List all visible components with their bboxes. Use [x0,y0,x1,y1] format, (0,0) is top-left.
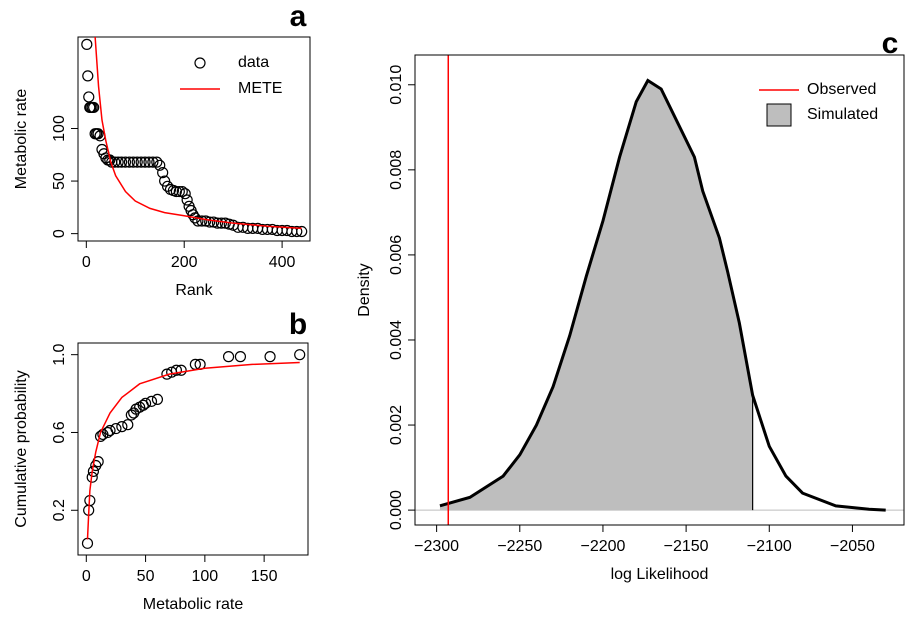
x-tick-label: −2200 [580,538,625,555]
data-point [215,217,228,229]
density-line [439,78,886,512]
data-point [175,364,187,376]
data-point [104,424,116,437]
x-tick-label: 400 [269,254,296,271]
data-point [291,225,303,238]
x-tick-label: 150 [251,568,278,585]
data-point [145,395,158,407]
data-point [139,156,151,168]
data-point [161,180,174,192]
plot-box [77,342,309,556]
data-point [92,456,104,468]
data-point [196,215,208,227]
data-point [296,225,308,238]
data-point [147,156,159,168]
data-point [176,185,188,198]
data-point [119,156,132,168]
data-point [131,156,143,168]
x-tick-label: −2300 [414,538,459,555]
panel-label: a [290,0,307,33]
x-axis-title: Rank [175,282,213,299]
data-point [154,159,166,171]
data-point [151,156,163,168]
data-point [127,156,139,168]
fit-line [86,361,300,540]
y-tick-label: 0.004 [388,320,405,360]
data-point [116,421,128,433]
data-point [123,156,135,168]
legend-label: METE [238,80,282,97]
panel-label: b [289,308,307,341]
x-tick-label: 0 [82,568,91,585]
y-tick-label: 0.000 [388,490,405,530]
data-point [110,422,122,435]
data-point [82,70,94,82]
x-tick-label: 50 [137,568,155,585]
y-axis-title: Metabolic rate [13,89,30,190]
x-tick-label: 0 [82,254,91,271]
y-tick-label: 50 [51,172,68,190]
data-point [122,419,134,431]
density-area [439,80,753,511]
x-tick-label: 100 [192,568,219,585]
legend-label: Observed [807,81,876,98]
data-point [170,185,182,198]
data-point [181,194,193,206]
data-point [170,364,183,376]
plot-box [414,54,905,526]
y-tick-label: 1.0 [51,343,68,365]
plot-box [77,36,311,242]
legend-box [766,103,792,127]
data-point [157,167,169,179]
y-tick-label: 100 [51,115,68,142]
data-point [222,351,235,363]
x-tick-label: 200 [171,254,198,271]
panel-label: c [882,27,899,60]
data-point [112,156,124,168]
y-axis-title: Density [356,263,373,316]
legend-label: Simulated [807,106,878,123]
data-point [294,349,306,361]
x-tick-label: −2150 [664,538,709,555]
data-point [211,217,224,229]
data-point [192,215,204,227]
x-tick-label: −2050 [830,538,875,555]
y-tick-label: 0.6 [51,421,68,443]
y-tick-label: 0.010 [388,65,405,105]
data-point [234,351,247,363]
data-point [159,175,171,187]
data-point [179,188,191,200]
data-point [143,156,155,168]
x-tick-label: −2100 [747,538,792,555]
data-point [109,156,121,168]
fit-line [94,36,302,230]
data-point [83,91,95,103]
data-point [81,38,93,50]
legend-label: data [238,54,269,71]
data-point [173,185,185,198]
data-point [135,156,147,168]
data-point [115,156,128,168]
data-point [139,397,152,409]
x-tick-label: −2250 [497,538,542,555]
y-tick-label: 0.008 [388,150,405,190]
data-point [204,216,216,228]
data-point [88,101,100,114]
data-point [264,351,276,363]
y-tick-label: 0.002 [388,405,405,445]
y-axis-title: Cumulative probability [13,370,30,527]
y-tick-label: 0 [51,229,68,238]
data-point [92,128,104,140]
x-axis-title: log Likelihood [611,566,709,583]
data-point [151,393,164,406]
x-axis-title: Metabolic rate [143,596,244,613]
legend-marker [194,57,206,69]
data-point [81,537,94,549]
y-tick-label: 0.2 [51,499,68,521]
y-tick-label: 0.006 [388,235,405,275]
